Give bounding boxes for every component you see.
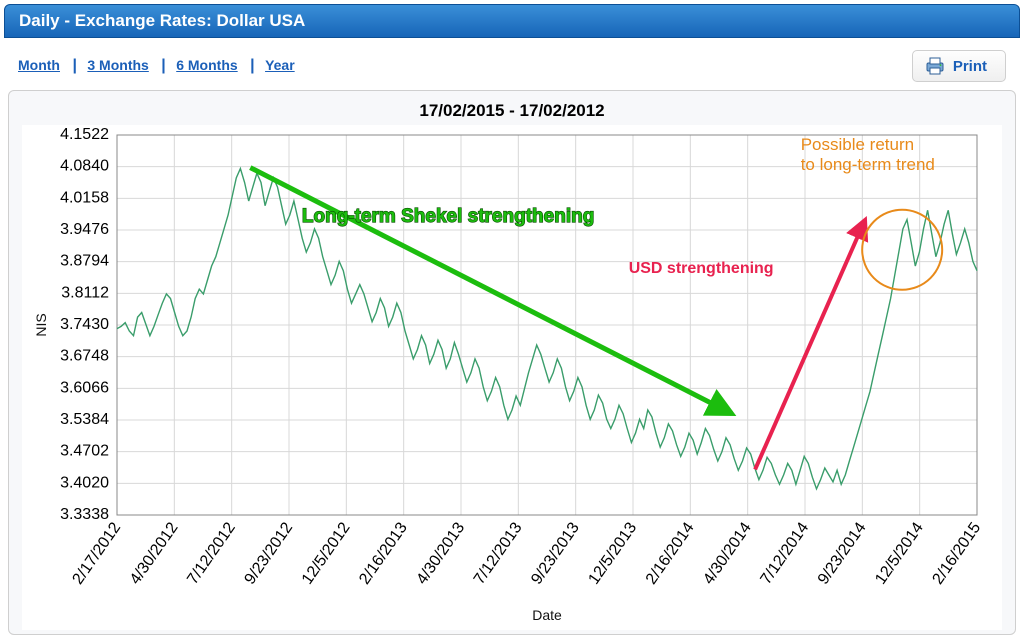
page-title-bar: Daily - Exchange Rates: Dollar USA	[4, 4, 1020, 38]
svg-text:to long-term trend: to long-term trend	[801, 155, 935, 174]
svg-text:2/16/2014: 2/16/2014	[643, 519, 698, 587]
svg-text:4.0158: 4.0158	[60, 189, 109, 206]
svg-text:Possible return: Possible return	[801, 135, 914, 154]
svg-text:4.0840: 4.0840	[60, 158, 109, 175]
svg-text:3.9476: 3.9476	[60, 221, 109, 238]
svg-text:7/12/2013: 7/12/2013	[471, 519, 526, 587]
range-link-3months[interactable]: 3 Months	[87, 57, 148, 73]
range-link-6months[interactable]: 6 Months	[176, 57, 237, 73]
range-link-month[interactable]: Month	[18, 57, 60, 73]
svg-text:3.7430: 3.7430	[60, 316, 109, 333]
svg-text:4/30/2014: 4/30/2014	[700, 519, 755, 587]
svg-text:Long-term Shekel strengthening: Long-term Shekel strengthening	[302, 206, 594, 227]
svg-text:USD strengthening: USD strengthening	[629, 260, 774, 277]
chart-frame: 17/02/2015 - 17/02/2012 3.3338 3.4020 3.47…	[8, 90, 1016, 635]
svg-text:Date: Date	[532, 607, 562, 623]
svg-text:9/23/2014: 9/23/2014	[815, 519, 870, 587]
separator: |	[72, 57, 76, 74]
svg-text:9/23/2013: 9/23/2013	[528, 519, 583, 587]
svg-text:2/17/2012: 2/17/2012	[70, 519, 125, 587]
range-link-group: Month | 3 Months | 6 Months | Year	[18, 57, 912, 75]
exchange-rate-chart: 3.3338 3.4020 3.4702 3.5384 3.6066 3.6748 3.74…	[22, 125, 1002, 630]
svg-text:3.6748: 3.6748	[60, 348, 109, 365]
svg-text:3.4020: 3.4020	[60, 474, 109, 491]
svg-text:7/12/2014: 7/12/2014	[758, 519, 813, 587]
svg-text:4/30/2012: 4/30/2012	[127, 519, 182, 587]
svg-text:12/5/2012: 12/5/2012	[299, 519, 354, 587]
svg-text:3.8794: 3.8794	[60, 253, 109, 270]
svg-text:4.1522: 4.1522	[60, 126, 109, 143]
range-link-year[interactable]: Year	[265, 57, 295, 73]
print-button-label: Print	[953, 58, 987, 75]
chart-title: 17/02/2015 - 17/02/2012	[17, 101, 1007, 121]
svg-text:NIS: NIS	[33, 313, 49, 336]
toolbar: Month | 3 Months | 6 Months | Year Print	[4, 38, 1020, 90]
svg-text:7/12/2012: 7/12/2012	[184, 519, 239, 587]
separator: |	[161, 57, 165, 74]
page-title: Daily - Exchange Rates: Dollar USA	[19, 11, 305, 30]
svg-text:3.6066: 3.6066	[60, 379, 109, 396]
printer-icon	[925, 57, 945, 75]
svg-text:3.5384: 3.5384	[60, 411, 109, 428]
svg-text:12/5/2013: 12/5/2013	[586, 519, 641, 587]
separator: |	[250, 57, 254, 74]
svg-text:3.3338: 3.3338	[60, 506, 109, 523]
svg-text:4/30/2013: 4/30/2013	[414, 519, 469, 587]
svg-text:3.8112: 3.8112	[61, 284, 109, 301]
svg-text:12/5/2014: 12/5/2014	[872, 519, 927, 587]
print-button[interactable]: Print	[912, 50, 1006, 82]
svg-text:2/16/2013: 2/16/2013	[356, 519, 411, 587]
svg-text:9/23/2012: 9/23/2012	[242, 519, 297, 587]
svg-text:2/16/2015: 2/16/2015	[930, 519, 985, 587]
svg-text:3.4702: 3.4702	[60, 443, 109, 460]
